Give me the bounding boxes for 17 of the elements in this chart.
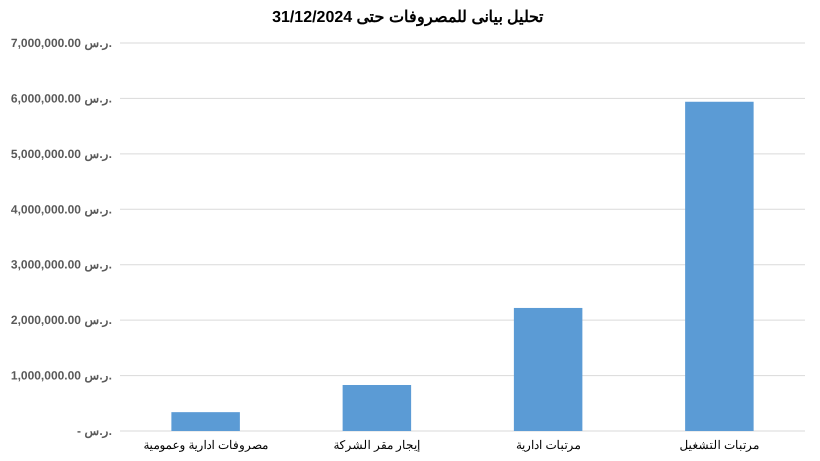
y-tick-label: 2,000,000.00 ر.س. (10, 313, 112, 328)
bar (685, 102, 754, 431)
y-tick-label: 3,000,000.00 ر.س. (10, 258, 112, 273)
bar (342, 384, 412, 431)
x-tick-label: مرتبات ادارية (516, 438, 580, 452)
y-tick-label: - ر.س. (76, 424, 112, 439)
bar (514, 308, 582, 431)
y-tick-label: 4,000,000.00 ر.س. (10, 202, 112, 218)
x-tick-label: مصروفات ادارية وعمومية (143, 438, 268, 452)
y-tick-label: 6,000,000.00 ر.س. (10, 91, 112, 106)
y-tick-label: 7,000,000.00 ر.س. (10, 36, 112, 51)
y-tick-label: 1,000,000.00 ر.س. (10, 368, 112, 384)
x-tick-label: مرتبات التشغيل (680, 438, 760, 452)
chart-title: تحليل بيانى للمصروفات حتى 31/12/2024 (272, 9, 544, 27)
bar (171, 412, 240, 431)
y-tick-label: 5,000,000.00 ر.س. (10, 146, 112, 162)
x-tick-label: إيجار مقر الشركة (334, 438, 420, 453)
